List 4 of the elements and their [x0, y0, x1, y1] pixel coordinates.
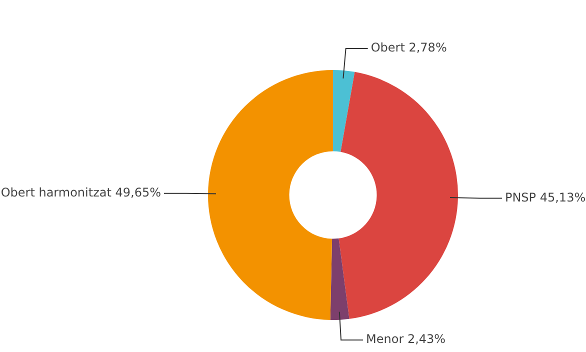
- slice-label: PNSP 45,13%: [504, 190, 586, 204]
- slice-label: Obert harmonitzat 49,65%: [0, 186, 162, 200]
- slice-label: Menor 2,43%: [366, 332, 446, 346]
- slice-label: Obert 2,78%: [370, 40, 447, 55]
